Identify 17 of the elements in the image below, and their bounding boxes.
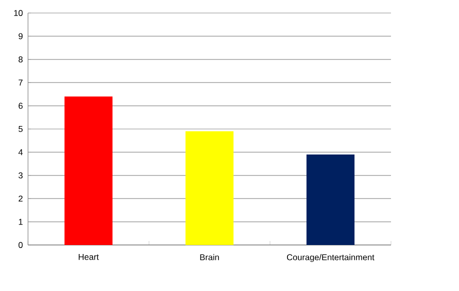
bar bbox=[306, 154, 354, 245]
y-tick-label: 6 bbox=[18, 102, 23, 109]
x-tick-label: Courage/Entertainment bbox=[286, 254, 374, 262]
y-tick-label: 3 bbox=[18, 172, 23, 178]
y-tick-label: 1 bbox=[18, 218, 23, 225]
x-tick-label: Heart bbox=[78, 254, 99, 260]
y-tick-label: 0 bbox=[18, 242, 23, 248]
y-tick-label: 4 bbox=[18, 149, 23, 156]
y-tick-label: 2 bbox=[18, 196, 23, 202]
y-tick-label: 9 bbox=[18, 33, 23, 40]
x-tick-label: Brain bbox=[200, 254, 219, 260]
y-tick-label: 10 bbox=[14, 10, 23, 16]
bar bbox=[186, 131, 234, 245]
y-tick-label: 7 bbox=[18, 80, 23, 86]
bar bbox=[64, 96, 113, 245]
y-tick-label: 5 bbox=[18, 126, 23, 132]
y-tick-label: 8 bbox=[18, 56, 23, 62]
